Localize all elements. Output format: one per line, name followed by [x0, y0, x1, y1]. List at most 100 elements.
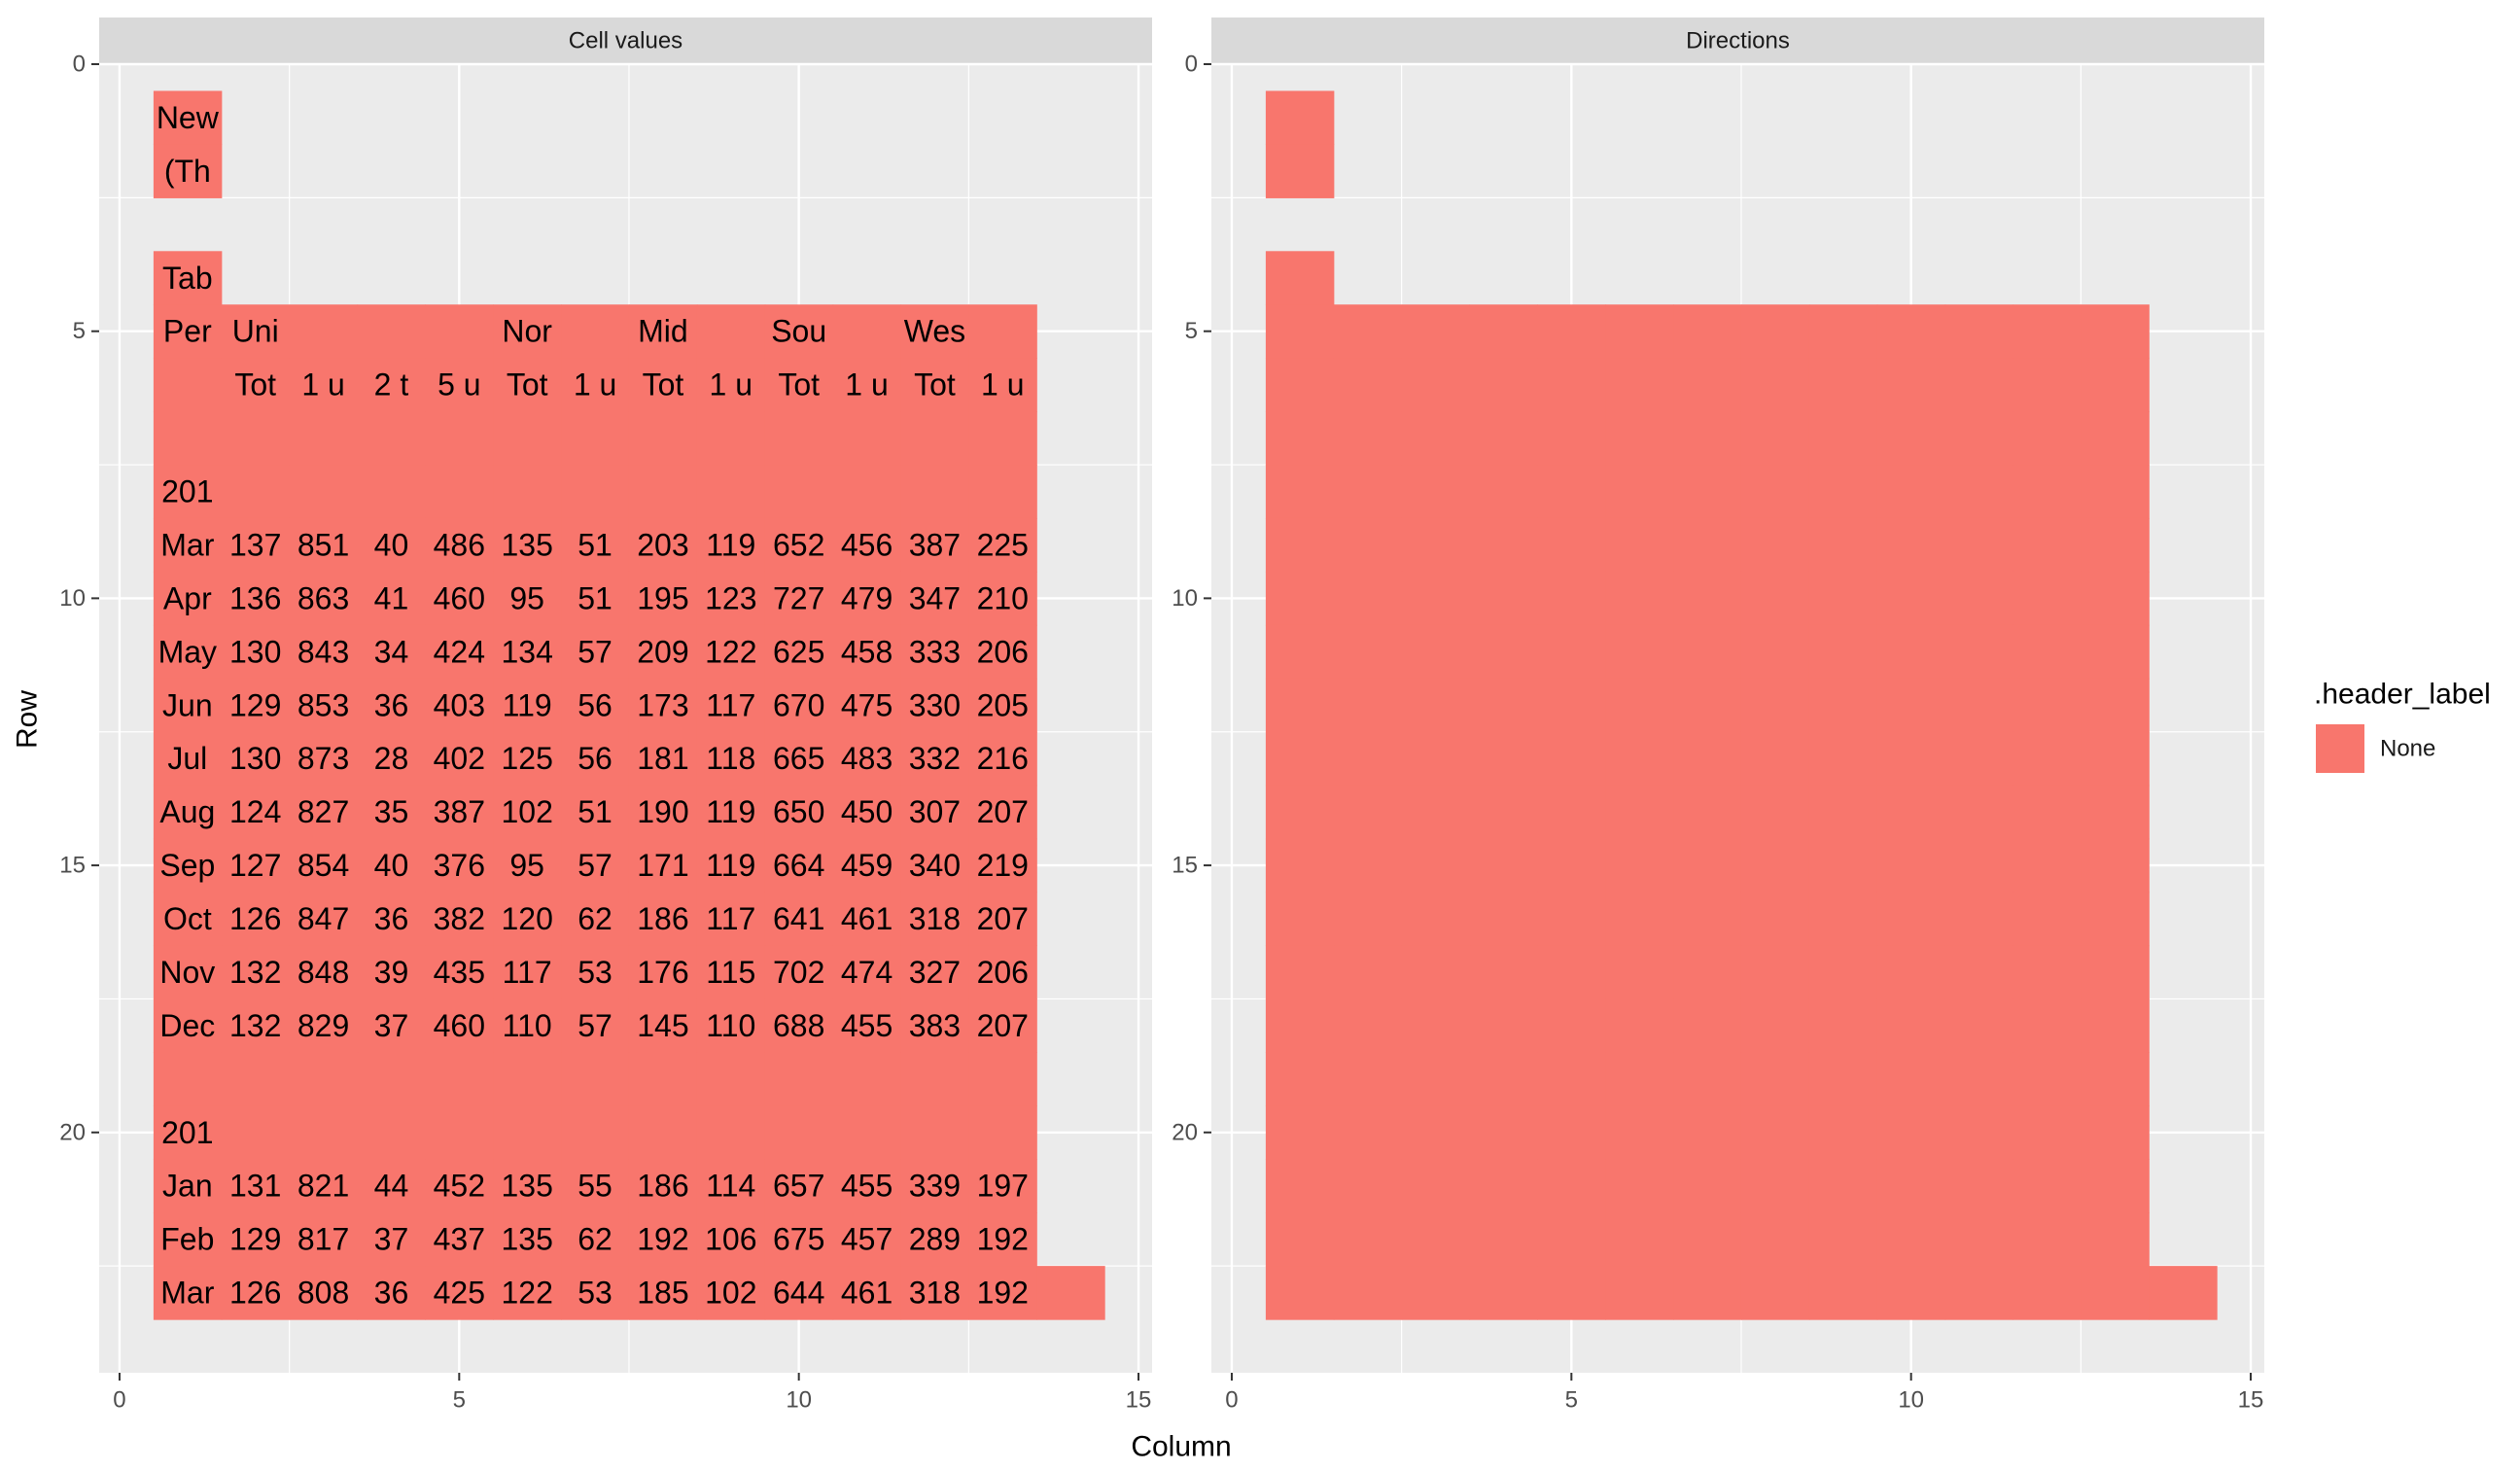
tile	[1537, 1212, 1606, 1267]
tile	[221, 678, 291, 733]
tile	[764, 358, 834, 412]
tile	[1605, 731, 1674, 787]
cell-label: New	[157, 100, 220, 135]
tile	[2081, 892, 2150, 947]
tile	[696, 1105, 766, 1160]
tile	[289, 465, 359, 519]
tile	[900, 624, 969, 680]
panel-cell-values: Cell values New (Th Tab Per Uni Nor Mid Sou Wes T…	[59, 18, 1152, 1414]
tile	[493, 892, 562, 947]
cell-label: Mid	[638, 314, 688, 349]
tile	[493, 304, 562, 359]
tile	[2012, 411, 2082, 466]
tile	[1265, 998, 1335, 1053]
cell-label: 458	[841, 634, 892, 669]
tile	[561, 624, 630, 680]
tile	[425, 624, 494, 680]
tile	[1808, 1266, 1878, 1320]
tile	[153, 1052, 223, 1106]
tile	[1876, 358, 1946, 412]
tile	[1740, 571, 1810, 626]
cell-label: Tot	[778, 368, 820, 402]
tile	[221, 411, 291, 466]
tile	[968, 1052, 1037, 1106]
cell-label: 340	[909, 848, 961, 883]
tile	[2081, 731, 2150, 787]
tile	[1469, 358, 1538, 412]
cell-label: 135	[501, 1222, 552, 1257]
tile	[1944, 838, 2014, 893]
tile	[1265, 144, 1335, 198]
tile	[357, 1105, 426, 1160]
tile	[1740, 945, 1810, 1000]
tile	[696, 731, 766, 787]
tile	[1469, 998, 1538, 1053]
y-tick-label: 10	[59, 585, 86, 612]
tile	[968, 465, 1037, 519]
cell-label: 95	[509, 848, 544, 883]
tile	[1537, 998, 1606, 1053]
tile	[425, 304, 494, 359]
tile	[1401, 1266, 1471, 1320]
tile	[832, 465, 902, 519]
tile	[221, 1105, 291, 1160]
cell-label: 376	[434, 848, 485, 883]
x-tick-label: 5	[453, 1387, 466, 1414]
tile	[561, 1052, 630, 1106]
tile	[1401, 411, 1471, 466]
cell-label: 641	[773, 901, 824, 936]
cell-label: 53	[578, 1276, 612, 1311]
tile	[153, 998, 223, 1053]
cell-label: 475	[841, 687, 892, 722]
cell-label: 452	[434, 1169, 485, 1204]
tile	[832, 624, 902, 680]
tile	[832, 998, 902, 1053]
cell-label: 665	[773, 741, 824, 776]
tile	[561, 838, 630, 893]
tile	[1333, 998, 1403, 1053]
tile	[1401, 517, 1471, 573]
cell-label: 843	[298, 634, 349, 669]
tile	[1265, 304, 1335, 359]
tile	[493, 838, 562, 893]
cell-label: Tot	[914, 368, 956, 402]
tile	[2012, 1159, 2082, 1213]
tile	[1876, 945, 1946, 1000]
tile	[1605, 1052, 1674, 1106]
tile	[561, 678, 630, 733]
tile	[2012, 785, 2082, 840]
tile	[764, 1266, 834, 1320]
tile	[425, 731, 494, 787]
tile	[2012, 624, 2082, 680]
cell-label: 129	[229, 1222, 281, 1257]
tile	[968, 304, 1037, 359]
tile	[900, 571, 969, 626]
y-tick-label: 5	[1185, 318, 1198, 344]
tile	[1673, 1052, 1742, 1106]
tile	[832, 1159, 902, 1213]
tile	[425, 1212, 494, 1267]
cell-label: 479	[841, 580, 892, 615]
tile	[1808, 465, 1878, 519]
tile	[153, 945, 223, 1000]
cell-label: 40	[374, 527, 409, 562]
tile	[1333, 1159, 1403, 1213]
cell-label: 817	[298, 1222, 349, 1257]
tile	[289, 998, 359, 1053]
tile	[1537, 838, 1606, 893]
tile	[357, 1159, 426, 1213]
tile	[289, 731, 359, 787]
tile	[1401, 358, 1471, 412]
tile	[1876, 1105, 1946, 1160]
tile	[900, 1052, 969, 1106]
y-tick-label: 0	[1185, 52, 1198, 78]
tile	[357, 892, 426, 947]
tile	[425, 785, 494, 840]
tile	[900, 517, 969, 573]
tile	[628, 785, 698, 840]
y-tick-label: 20	[1172, 1119, 1198, 1145]
tile	[900, 998, 969, 1053]
tiles-cell-values	[153, 90, 1105, 1320]
tile	[2012, 678, 2082, 733]
tile	[1605, 1266, 1674, 1320]
